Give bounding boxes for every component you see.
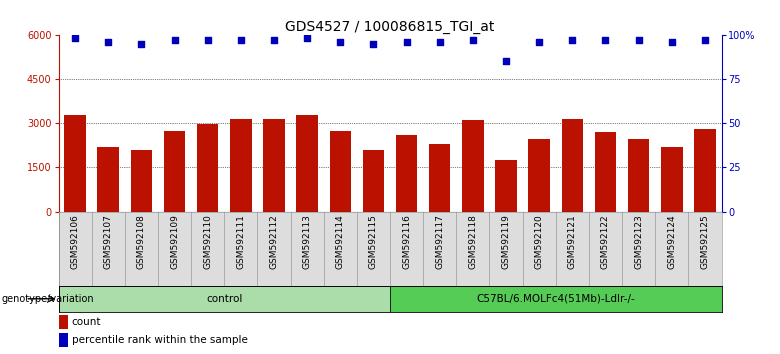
Text: GSM592116: GSM592116 bbox=[402, 214, 411, 269]
Point bbox=[235, 37, 247, 43]
Bar bbox=[164, 131, 186, 212]
Bar bbox=[395, 135, 417, 212]
Text: GSM592112: GSM592112 bbox=[269, 214, 278, 269]
Text: percentile rank within the sample: percentile rank within the sample bbox=[72, 335, 247, 345]
Point bbox=[566, 37, 579, 43]
Text: GSM592111: GSM592111 bbox=[236, 214, 246, 269]
Text: GSM592119: GSM592119 bbox=[502, 214, 511, 269]
Point bbox=[367, 41, 380, 46]
Text: count: count bbox=[72, 318, 101, 327]
Point bbox=[665, 39, 678, 45]
Text: GSM592115: GSM592115 bbox=[369, 214, 378, 269]
Bar bbox=[562, 119, 583, 212]
Text: C57BL/6.MOLFc4(51Mb)-Ldlr-/-: C57BL/6.MOLFc4(51Mb)-Ldlr-/- bbox=[477, 294, 635, 304]
Point bbox=[633, 37, 645, 43]
Bar bbox=[263, 119, 285, 212]
Bar bbox=[329, 131, 351, 212]
Point bbox=[434, 39, 446, 45]
Point bbox=[699, 37, 711, 43]
Bar bbox=[429, 144, 451, 212]
Point bbox=[201, 37, 214, 43]
Point bbox=[599, 37, 612, 43]
Text: GSM592122: GSM592122 bbox=[601, 214, 610, 269]
Bar bbox=[130, 150, 152, 212]
Bar bbox=[296, 115, 318, 212]
Text: GSM592117: GSM592117 bbox=[435, 214, 445, 269]
Bar bbox=[58, 333, 69, 347]
Point bbox=[268, 37, 280, 43]
Point bbox=[168, 37, 181, 43]
Bar bbox=[58, 315, 69, 329]
Point bbox=[533, 39, 545, 45]
Bar bbox=[230, 119, 252, 212]
Text: GSM592123: GSM592123 bbox=[634, 214, 644, 269]
Point bbox=[301, 35, 314, 41]
Point bbox=[400, 39, 413, 45]
Bar bbox=[661, 147, 682, 212]
Text: GSM592113: GSM592113 bbox=[303, 214, 312, 269]
Point bbox=[69, 35, 81, 41]
Text: GSM592108: GSM592108 bbox=[136, 214, 146, 269]
Bar bbox=[594, 132, 616, 212]
Text: GSM592109: GSM592109 bbox=[170, 214, 179, 269]
Bar bbox=[58, 286, 390, 312]
Point bbox=[500, 58, 512, 64]
Title: GDS4527 / 100086815_TGI_at: GDS4527 / 100086815_TGI_at bbox=[285, 20, 495, 34]
Text: GSM592107: GSM592107 bbox=[104, 214, 113, 269]
Text: GSM592110: GSM592110 bbox=[203, 214, 212, 269]
Point bbox=[334, 39, 346, 45]
Bar bbox=[628, 139, 650, 212]
Point bbox=[466, 37, 479, 43]
Bar bbox=[98, 147, 119, 212]
Bar bbox=[528, 139, 550, 212]
Text: GSM592120: GSM592120 bbox=[534, 214, 544, 269]
Point bbox=[135, 41, 147, 46]
Bar bbox=[694, 129, 716, 212]
Text: genotype/variation: genotype/variation bbox=[2, 294, 94, 304]
Point bbox=[102, 39, 115, 45]
Text: GSM592118: GSM592118 bbox=[468, 214, 477, 269]
Bar bbox=[462, 120, 484, 212]
Text: control: control bbox=[206, 294, 243, 304]
Bar bbox=[64, 115, 86, 212]
Text: GSM592114: GSM592114 bbox=[335, 214, 345, 269]
Bar bbox=[197, 124, 218, 212]
Bar bbox=[363, 150, 385, 212]
Text: GSM592124: GSM592124 bbox=[667, 214, 676, 269]
Bar bbox=[390, 286, 722, 312]
Text: GSM592106: GSM592106 bbox=[70, 214, 80, 269]
Bar bbox=[495, 160, 517, 212]
Text: GSM592121: GSM592121 bbox=[568, 214, 577, 269]
Text: GSM592125: GSM592125 bbox=[700, 214, 710, 269]
